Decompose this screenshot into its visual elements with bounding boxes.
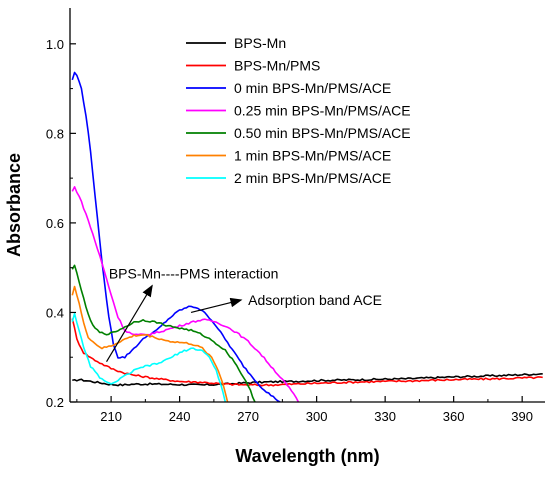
- x-tick-label: 300: [306, 409, 328, 424]
- x-tick-label: 210: [100, 409, 122, 424]
- axes-layer: 210 240 270 300 330 360 390 0.2 0.4 0.6 0.8 1.0 Wave…: [4, 8, 545, 466]
- series-line-1: [71, 318, 543, 387]
- annotations: BPS-Mn----PMS interaction Adsorption band…: [106, 266, 382, 363]
- x-tick-label: 270: [237, 409, 259, 424]
- legend-label: 1 min BPS-Mn/PMS/ACE: [234, 148, 391, 164]
- x-tick-label: 360: [443, 409, 465, 424]
- y-tick-label: 0.4: [46, 305, 64, 320]
- series-layer: [71, 71, 543, 402]
- legend-label: 2 min BPS-Mn/PMS/ACE: [234, 170, 391, 186]
- legend-label: 0.50 min BPS-Mn/PMS/ACE: [234, 125, 411, 141]
- x-tick-label: 330: [374, 409, 396, 424]
- series-line-4: [71, 264, 256, 402]
- y-tick-label: 1.0: [46, 37, 64, 52]
- x-tick-label: 390: [511, 409, 533, 424]
- series-line-0: [72, 372, 543, 387]
- x-tick-label: 240: [169, 409, 191, 424]
- series-line-3: [71, 186, 300, 402]
- series-line-6: [71, 312, 227, 402]
- legend-label: 0.25 min BPS-Mn/PMS/ACE: [234, 103, 411, 119]
- series-line-5: [71, 285, 229, 402]
- legend-label: BPS-Mn: [234, 35, 286, 51]
- legend-label: 0 min BPS-Mn/PMS/ACE: [234, 80, 391, 96]
- annotation-label: BPS-Mn----PMS interaction: [109, 266, 279, 282]
- y-tick-label: 0.2: [46, 395, 64, 410]
- series-line-2: [71, 71, 281, 402]
- x-axis-title: Wavelength (nm): [235, 446, 379, 466]
- y-tick-label: 0.8: [46, 126, 64, 141]
- annotation-arrow: [190, 297, 243, 314]
- annotation-label: Adsorption band ACE: [248, 292, 382, 308]
- legend: BPS-Mn BPS-Mn/PMS 0 min BPS-Mn/PMS/ACE 0.25…: [186, 35, 411, 186]
- legend-label: BPS-Mn/PMS: [234, 58, 320, 74]
- annotation-arrow: [106, 284, 153, 363]
- y-axis-title: Absorbance: [4, 153, 24, 257]
- y-tick-label: 0.6: [46, 216, 64, 231]
